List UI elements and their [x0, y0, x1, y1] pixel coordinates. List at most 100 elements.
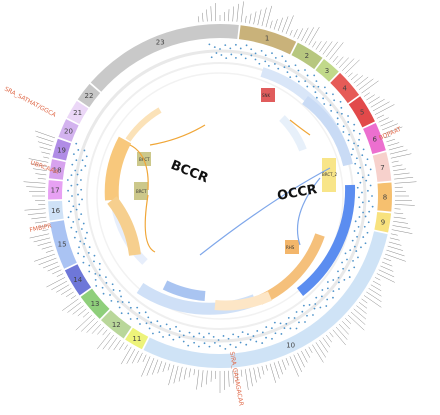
gene-label-tick — [168, 364, 170, 371]
scatter-dot — [203, 336, 205, 338]
scatter-dot — [356, 236, 358, 238]
scatter-dot — [71, 195, 73, 197]
gene-label-tick — [371, 99, 385, 107]
scatter-dot — [81, 228, 83, 230]
scatter-dot — [370, 169, 372, 171]
gene-label-tick — [348, 73, 352, 77]
gene-label-tick — [38, 242, 52, 246]
gene-label-tick — [393, 225, 411, 228]
scatter-dot — [88, 271, 90, 273]
scatter-dot — [330, 104, 332, 106]
scatter-dot — [183, 334, 185, 336]
scatter-dot — [147, 316, 149, 318]
scatter-dot — [242, 331, 244, 333]
scatter-dot — [77, 194, 79, 196]
scatter-dot — [314, 91, 316, 93]
annotation-label-1: SRA_SATHAT/GGCA — [3, 86, 58, 120]
scatter-dot — [306, 86, 308, 88]
scatter-dot — [75, 159, 77, 161]
gene-label-tick — [389, 242, 402, 245]
scatter-dot — [354, 163, 356, 165]
scatter-dot — [284, 327, 286, 329]
scatter-dot — [288, 317, 290, 319]
gene-label-tick — [342, 59, 354, 71]
scatter-dot — [298, 70, 300, 72]
scatter-dot — [172, 339, 174, 341]
scatter-dot — [312, 314, 314, 316]
scatter-dot — [237, 336, 239, 338]
gene-label-tick — [282, 16, 288, 32]
gene-label-tick — [76, 315, 92, 330]
gene-label-tick — [286, 15, 294, 34]
gene-label-fringe — [24, 1, 417, 393]
scatter-dot — [198, 346, 200, 348]
scatter-dot — [368, 211, 370, 213]
scatter-dot — [309, 304, 311, 306]
scatter-dot — [262, 332, 264, 334]
gene-label-tick — [28, 213, 46, 215]
scatter-dot — [86, 155, 88, 157]
gene-label-tick — [394, 173, 410, 175]
scatter-dot — [275, 332, 277, 334]
segment-label-10: 10 — [286, 342, 295, 350]
segment-label-20: 20 — [64, 127, 73, 135]
scatter-dot — [156, 320, 158, 322]
gene-label-tick — [364, 295, 381, 307]
scatter-dot — [357, 145, 359, 147]
gene-label-tick — [351, 74, 358, 80]
gene-label-tick — [228, 371, 229, 387]
gene-label-tick — [62, 299, 78, 311]
gene-label-tick — [132, 351, 139, 363]
scatter-dot — [99, 269, 101, 271]
gene-label-tick — [373, 281, 381, 285]
gene-label-tick — [67, 302, 81, 312]
scatter-dot — [357, 172, 359, 174]
gene-label-tick — [241, 370, 242, 377]
gene-label-tick — [249, 14, 251, 24]
scatter-dot — [136, 307, 138, 309]
scatter-dot — [229, 47, 231, 49]
gene-label-tick — [254, 368, 257, 383]
gene-label-tick — [371, 285, 381, 291]
scatter-dot — [341, 262, 343, 264]
scatter-dot — [271, 52, 273, 54]
scatter-dot — [169, 328, 171, 330]
gene-label-tick — [351, 312, 365, 325]
scatter-dot — [145, 311, 147, 313]
scatter-dot — [354, 230, 356, 232]
scatter-dot — [321, 289, 323, 291]
gene-label-tick — [202, 13, 203, 22]
gene-label-tick — [138, 353, 143, 363]
scatter-dot — [80, 213, 82, 215]
gene-label-tick — [73, 306, 84, 315]
segment-label-3: 3 — [325, 67, 329, 75]
gene-label-tick — [249, 369, 252, 387]
gene-label-tick — [270, 21, 272, 29]
gene-label-tick — [245, 16, 246, 23]
scatter-dot — [352, 240, 354, 242]
segment-label-22: 22 — [85, 92, 94, 100]
scatter-dot — [348, 139, 350, 141]
scatter-dot — [281, 333, 283, 335]
scatter-dot — [255, 52, 257, 54]
scatter-dot — [317, 86, 319, 88]
scatter-dot — [287, 71, 289, 73]
scatter-dot — [337, 123, 339, 125]
scatter-dot — [228, 338, 230, 340]
gene-label-tick — [38, 178, 46, 179]
scatter-dot — [359, 133, 361, 135]
gene-label-tick — [316, 41, 321, 49]
scatter-dot — [105, 276, 107, 278]
scatter-dot — [319, 307, 321, 309]
scatter-dot — [348, 134, 350, 136]
gene-label-tick — [152, 360, 158, 375]
gene-label-tick — [61, 288, 71, 294]
scatter-dot — [326, 92, 328, 94]
gene-label-tick — [326, 335, 331, 342]
scatter-dot — [367, 158, 369, 160]
scatter-dot — [280, 322, 282, 324]
scatter-dot — [229, 344, 231, 346]
gene-label-tick — [377, 115, 384, 119]
scatter-dot — [193, 336, 195, 338]
